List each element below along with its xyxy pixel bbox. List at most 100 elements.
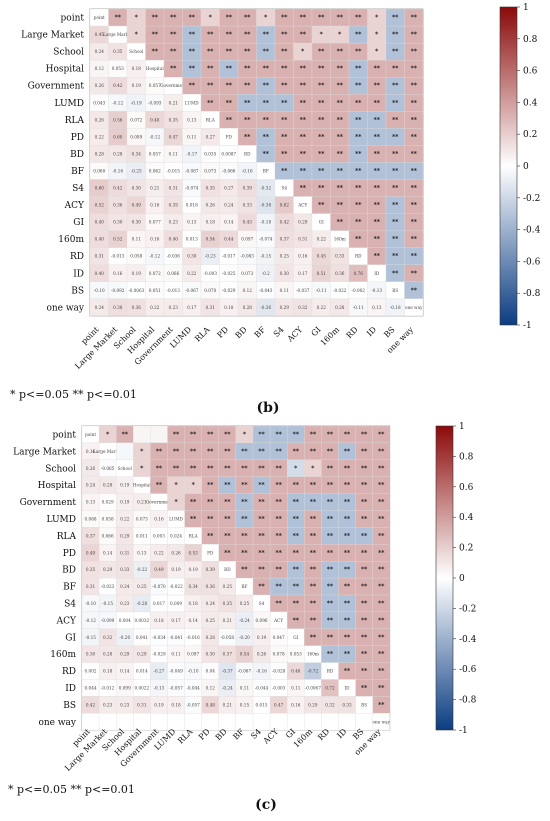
cell-value: 0.25 xyxy=(240,601,250,606)
cell-value: 0.36 xyxy=(335,271,345,276)
significance-mark: ** xyxy=(318,117,324,124)
significance-mark: ** xyxy=(293,617,299,624)
cell-value: -0.083 xyxy=(241,254,255,259)
significance-mark: ** xyxy=(224,482,230,489)
significance-mark: ** xyxy=(361,516,367,523)
cell-value: -0.25 xyxy=(131,168,142,173)
cell-value: 0.089 xyxy=(130,134,142,139)
significance-mark: ** xyxy=(337,66,343,73)
significance-mark: ** xyxy=(411,83,417,90)
significance-mark: ** xyxy=(392,151,398,158)
significance-mark: ** xyxy=(327,431,333,438)
significance-mark: ** xyxy=(361,431,367,438)
significance-mark: ** xyxy=(281,168,287,175)
cell-value: 0.070 xyxy=(204,288,216,293)
significance-mark: ** xyxy=(355,66,361,73)
significance-mark: ** xyxy=(411,253,417,260)
significance-mark: ** xyxy=(361,668,367,675)
significance-mark: ** xyxy=(378,499,384,506)
cell-value: 0.31 xyxy=(206,305,216,310)
significance-mark: ** xyxy=(327,516,333,523)
cell-value: 0.42 xyxy=(113,83,123,88)
row-label: BF xyxy=(63,583,76,593)
cell-value: -0.12 xyxy=(85,618,96,623)
diagonal-label: S4 xyxy=(259,601,265,606)
cell-value: -0.070 xyxy=(152,584,166,589)
cell-value: 0.24 xyxy=(224,203,234,208)
column-label: ACY xyxy=(285,325,305,345)
significance-mark: ** xyxy=(263,32,269,39)
significance-mark: ** xyxy=(374,253,380,260)
cell-value: -0.10 xyxy=(94,288,105,293)
significance-mark: ** xyxy=(327,584,333,591)
cell-value: 0.13 xyxy=(372,305,382,310)
significance-mark: ** xyxy=(374,117,380,124)
significance-mark: ** xyxy=(276,448,282,455)
cell-value: 0.76 xyxy=(354,271,364,276)
significance-mark: ** xyxy=(327,634,333,641)
cell-value: 0.11 xyxy=(291,685,301,690)
significance-mark: ** xyxy=(276,482,282,489)
significance-mark: ** xyxy=(244,49,250,56)
cell-value: -0.016 xyxy=(186,635,200,640)
significance-mark: ** xyxy=(411,168,417,175)
significance-mark: ** xyxy=(392,270,398,277)
cell-value: 0.35 xyxy=(169,117,179,122)
significance-mark: ** xyxy=(241,533,247,540)
cell-value: 0.24 xyxy=(120,584,130,589)
significance-mark: * xyxy=(135,32,138,39)
diagonal-label: RD xyxy=(355,254,362,259)
significance-mark: ** xyxy=(300,151,306,158)
cell-value: 0.39 xyxy=(206,567,216,572)
cell-value: 0.029 xyxy=(102,500,114,505)
significance-mark: * xyxy=(106,431,109,438)
row-label: LUMD xyxy=(46,515,76,525)
significance-mark: ** xyxy=(374,236,380,243)
cell-value: 0.27 xyxy=(206,134,216,139)
diagonal-label: Large Market xyxy=(103,32,133,37)
significance-mark: ** xyxy=(310,533,316,540)
significance-mark: ** xyxy=(392,66,398,73)
significance-mark: ** xyxy=(318,168,324,175)
column-label: BF xyxy=(253,325,268,340)
significance-mark: ** xyxy=(281,134,287,141)
significance-mark: ** xyxy=(226,49,232,56)
significance-mark: ** xyxy=(310,482,316,489)
diagonal-label: RD xyxy=(327,669,334,674)
cell-value: -0.0063 xyxy=(128,288,144,293)
cell-value: 0.19 xyxy=(188,567,198,572)
cell-value: 0.34 xyxy=(188,584,198,589)
cell-value: -0.11 xyxy=(353,305,364,310)
diagonal-label: Government xyxy=(160,83,187,88)
heatmap-cell xyxy=(116,442,134,460)
cell-value: 0.18 xyxy=(154,618,164,623)
significance-mark: ** xyxy=(207,482,213,489)
significance-mark: * xyxy=(294,465,297,472)
cell-value: 0.28 xyxy=(103,483,113,488)
significance-mark: ** xyxy=(411,236,417,243)
column-label: 160m xyxy=(319,325,342,348)
significance-mark: ** xyxy=(327,567,333,574)
significance-mark: ** xyxy=(378,685,384,692)
colorbar-tick-label: 0.2 xyxy=(523,130,537,140)
cell-value: -0.029 xyxy=(152,652,166,657)
significance-mark: ** xyxy=(293,567,299,574)
cell-value: 0.42 xyxy=(280,220,290,225)
diagonal-label: ID xyxy=(374,271,380,276)
significance-mark: ** xyxy=(300,117,306,124)
significance-mark: ** xyxy=(361,550,367,557)
significance-mark: ** xyxy=(392,83,398,90)
cell-value: 0.009 xyxy=(170,601,182,606)
cell-value: -0.13 xyxy=(154,685,165,690)
significance-mark: ** xyxy=(241,482,247,489)
colorbar-tick-label: 0.8 xyxy=(523,35,538,45)
colorbar-tick-label: 0 xyxy=(459,574,465,584)
significance-mark: ** xyxy=(374,134,380,141)
cell-value: 0.31 xyxy=(95,254,105,259)
significance-mark: ** xyxy=(293,482,299,489)
cell-value: 0.14 xyxy=(103,550,113,555)
cell-value: 0.29 xyxy=(137,652,147,657)
significance-mark: ** xyxy=(276,600,282,607)
cell-value: 0.066 xyxy=(167,271,179,276)
significance-mark: ** xyxy=(344,550,350,557)
